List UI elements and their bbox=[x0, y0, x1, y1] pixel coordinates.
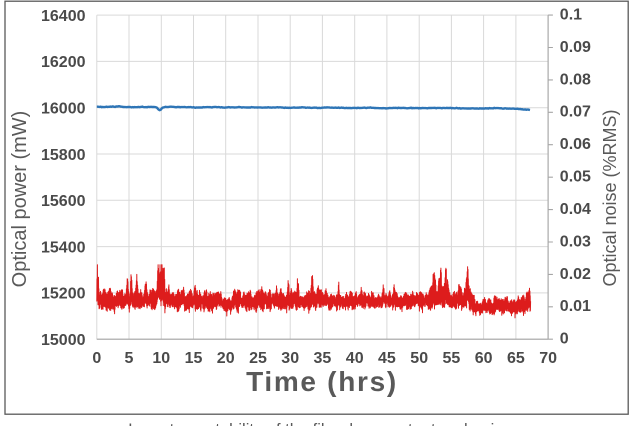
svg-text:0.05: 0.05 bbox=[560, 169, 591, 186]
svg-text:0.04: 0.04 bbox=[560, 201, 591, 218]
svg-text:0.07: 0.07 bbox=[560, 104, 591, 121]
svg-text:Long term stability of the fib: Long term stability of the fiber laser o… bbox=[128, 421, 511, 426]
svg-text:20: 20 bbox=[217, 350, 235, 367]
svg-text:15: 15 bbox=[185, 350, 203, 367]
svg-text:25: 25 bbox=[249, 350, 267, 367]
svg-text:0.02: 0.02 bbox=[560, 266, 591, 283]
svg-text:Optical power (mW): Optical power (mW) bbox=[9, 111, 31, 288]
svg-text:15600: 15600 bbox=[41, 193, 86, 210]
svg-text:30: 30 bbox=[281, 350, 299, 367]
svg-text:5: 5 bbox=[125, 350, 134, 367]
svg-text:0.03: 0.03 bbox=[560, 233, 591, 250]
svg-text:15400: 15400 bbox=[41, 239, 86, 256]
svg-text:0.01: 0.01 bbox=[560, 298, 591, 315]
svg-text:50: 50 bbox=[410, 350, 428, 367]
svg-text:0: 0 bbox=[560, 331, 569, 348]
svg-text:0.08: 0.08 bbox=[560, 71, 591, 88]
svg-text:10: 10 bbox=[152, 350, 170, 367]
svg-text:0.1: 0.1 bbox=[560, 7, 582, 24]
svg-text:35: 35 bbox=[314, 350, 332, 367]
svg-text:65: 65 bbox=[507, 350, 525, 367]
svg-text:15000: 15000 bbox=[41, 332, 86, 349]
svg-text:40: 40 bbox=[346, 350, 364, 367]
svg-text:0.06: 0.06 bbox=[560, 136, 591, 153]
svg-text:0: 0 bbox=[92, 350, 101, 367]
svg-text:60: 60 bbox=[475, 350, 493, 367]
svg-text:70: 70 bbox=[539, 350, 557, 367]
svg-text:55: 55 bbox=[443, 350, 461, 367]
svg-text:Optical noise (%RMS): Optical noise (%RMS) bbox=[600, 109, 620, 286]
svg-text:16200: 16200 bbox=[41, 54, 86, 71]
svg-text:16400: 16400 bbox=[41, 8, 86, 25]
svg-text:16000: 16000 bbox=[41, 101, 86, 118]
svg-text:15800: 15800 bbox=[41, 147, 86, 164]
svg-text:0.09: 0.09 bbox=[560, 39, 591, 56]
svg-text:15200: 15200 bbox=[41, 286, 86, 303]
svg-text:45: 45 bbox=[378, 350, 396, 367]
svg-text:Time (hrs): Time (hrs) bbox=[246, 366, 398, 397]
